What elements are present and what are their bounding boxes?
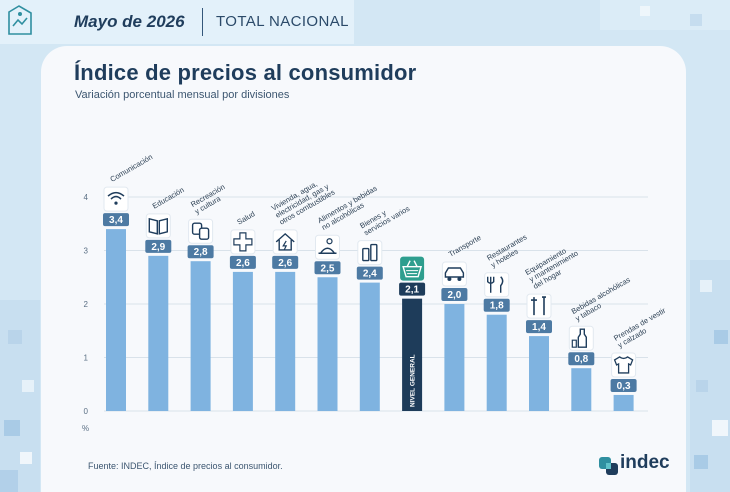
- icon-box: [484, 272, 510, 298]
- report-date: Mayo de 2026: [74, 12, 185, 31]
- category-label: Salud: [235, 209, 256, 226]
- value-label-box: [229, 255, 256, 269]
- value-label: 2,1: [405, 285, 419, 296]
- value-label: 3,4: [109, 215, 123, 226]
- icon-box: [103, 186, 129, 212]
- indec-tag-icon: [6, 4, 34, 38]
- icon-box: [526, 293, 552, 319]
- chart-subtitle: Variación porcentual mensual por divisio…: [75, 89, 290, 101]
- value-label: 0,8: [574, 354, 588, 365]
- chart-title: Índice de precios al consumidor: [74, 60, 417, 85]
- bar: [486, 314, 507, 411]
- bar: [190, 261, 211, 411]
- value-label: 1,8: [490, 301, 504, 312]
- bar: [106, 229, 126, 411]
- category-label: Transporte: [447, 233, 483, 259]
- icon-box: [230, 229, 256, 255]
- y-axis-unit: %: [82, 424, 89, 433]
- value-label-box: [356, 266, 383, 280]
- value-label: 2,6: [236, 258, 250, 269]
- value-label-box: [145, 239, 172, 253]
- bar: [275, 271, 296, 411]
- book-icon: [148, 217, 169, 235]
- value-label-box: [314, 261, 341, 275]
- value-label: 2,0: [447, 290, 461, 301]
- category-label: Equipamientoy mantenimientodel hogar: [524, 242, 584, 291]
- house-energy-icon: [275, 232, 295, 251]
- bar: [402, 298, 423, 411]
- category-label: Comunicación: [109, 152, 155, 184]
- bottle-icon: [571, 328, 587, 348]
- y-tick-label: 0: [84, 407, 89, 416]
- bar: [148, 255, 169, 411]
- toiletries-icon: [362, 243, 378, 262]
- value-label-box: [483, 298, 510, 312]
- value-label-box: [103, 213, 129, 227]
- y-tick-label: 3: [84, 247, 89, 256]
- category-label: Educación: [151, 185, 186, 210]
- tools-icon: [531, 296, 546, 316]
- category-label: Bienes yservicios varios: [358, 197, 411, 237]
- shirt-icon: [613, 356, 634, 374]
- category-label: Bebidas alcohólicasy tabaco: [570, 275, 636, 323]
- value-label-box: [441, 288, 468, 301]
- food-icon: [318, 238, 337, 254]
- bar: [613, 394, 634, 411]
- value-label-box: [187, 245, 214, 259]
- value-label-box: [272, 255, 299, 269]
- header-bar: Mayo de 2026 TOTAL NACIONAL: [0, 0, 354, 44]
- theater-masks-icon: [191, 222, 210, 240]
- bar: [232, 271, 253, 411]
- icon-box: [568, 325, 594, 351]
- indec-logo: [598, 452, 678, 478]
- brand-name: indec: [620, 452, 670, 473]
- y-tick-label: 4: [84, 193, 89, 202]
- value-label-box: [399, 282, 426, 296]
- bar: [317, 277, 338, 411]
- value-label: 2,9: [151, 242, 165, 253]
- health-cross-icon: [233, 232, 253, 252]
- cutlery-icon: [487, 276, 504, 293]
- wifi-icon: [107, 191, 125, 205]
- report-scope: TOTAL NACIONAL: [216, 13, 349, 30]
- bar: [529, 336, 549, 411]
- car-icon: [444, 267, 465, 281]
- y-tick-label: 1: [84, 354, 89, 363]
- category-label: NIVEL GENERAL: [410, 354, 417, 407]
- icon-box: [357, 240, 383, 266]
- icon-box: [611, 352, 637, 378]
- icon-box: [315, 234, 340, 260]
- source-note: Fuente: INDEC, Índice de precios al cons…: [88, 461, 283, 471]
- value-label: 0,3: [617, 381, 631, 392]
- bar: [571, 368, 592, 411]
- shopping-basket-icon: [402, 260, 423, 278]
- value-label: 1,4: [532, 322, 546, 333]
- value-label: 2,6: [278, 258, 292, 269]
- value-label-box: [568, 352, 595, 366]
- y-tick-label: 2: [84, 300, 89, 309]
- header-divider: [202, 8, 203, 36]
- category-label: Prendas de vestiry calzado: [612, 306, 671, 350]
- bar: [444, 304, 465, 411]
- value-label-box: [610, 378, 637, 392]
- category-label: Recreacióny cultura: [189, 182, 230, 216]
- value-label-box: [526, 320, 552, 334]
- bar: [359, 282, 380, 411]
- value-label: 2,5: [321, 263, 335, 274]
- value-label: 2,8: [194, 247, 208, 258]
- value-label: 2,4: [363, 269, 377, 280]
